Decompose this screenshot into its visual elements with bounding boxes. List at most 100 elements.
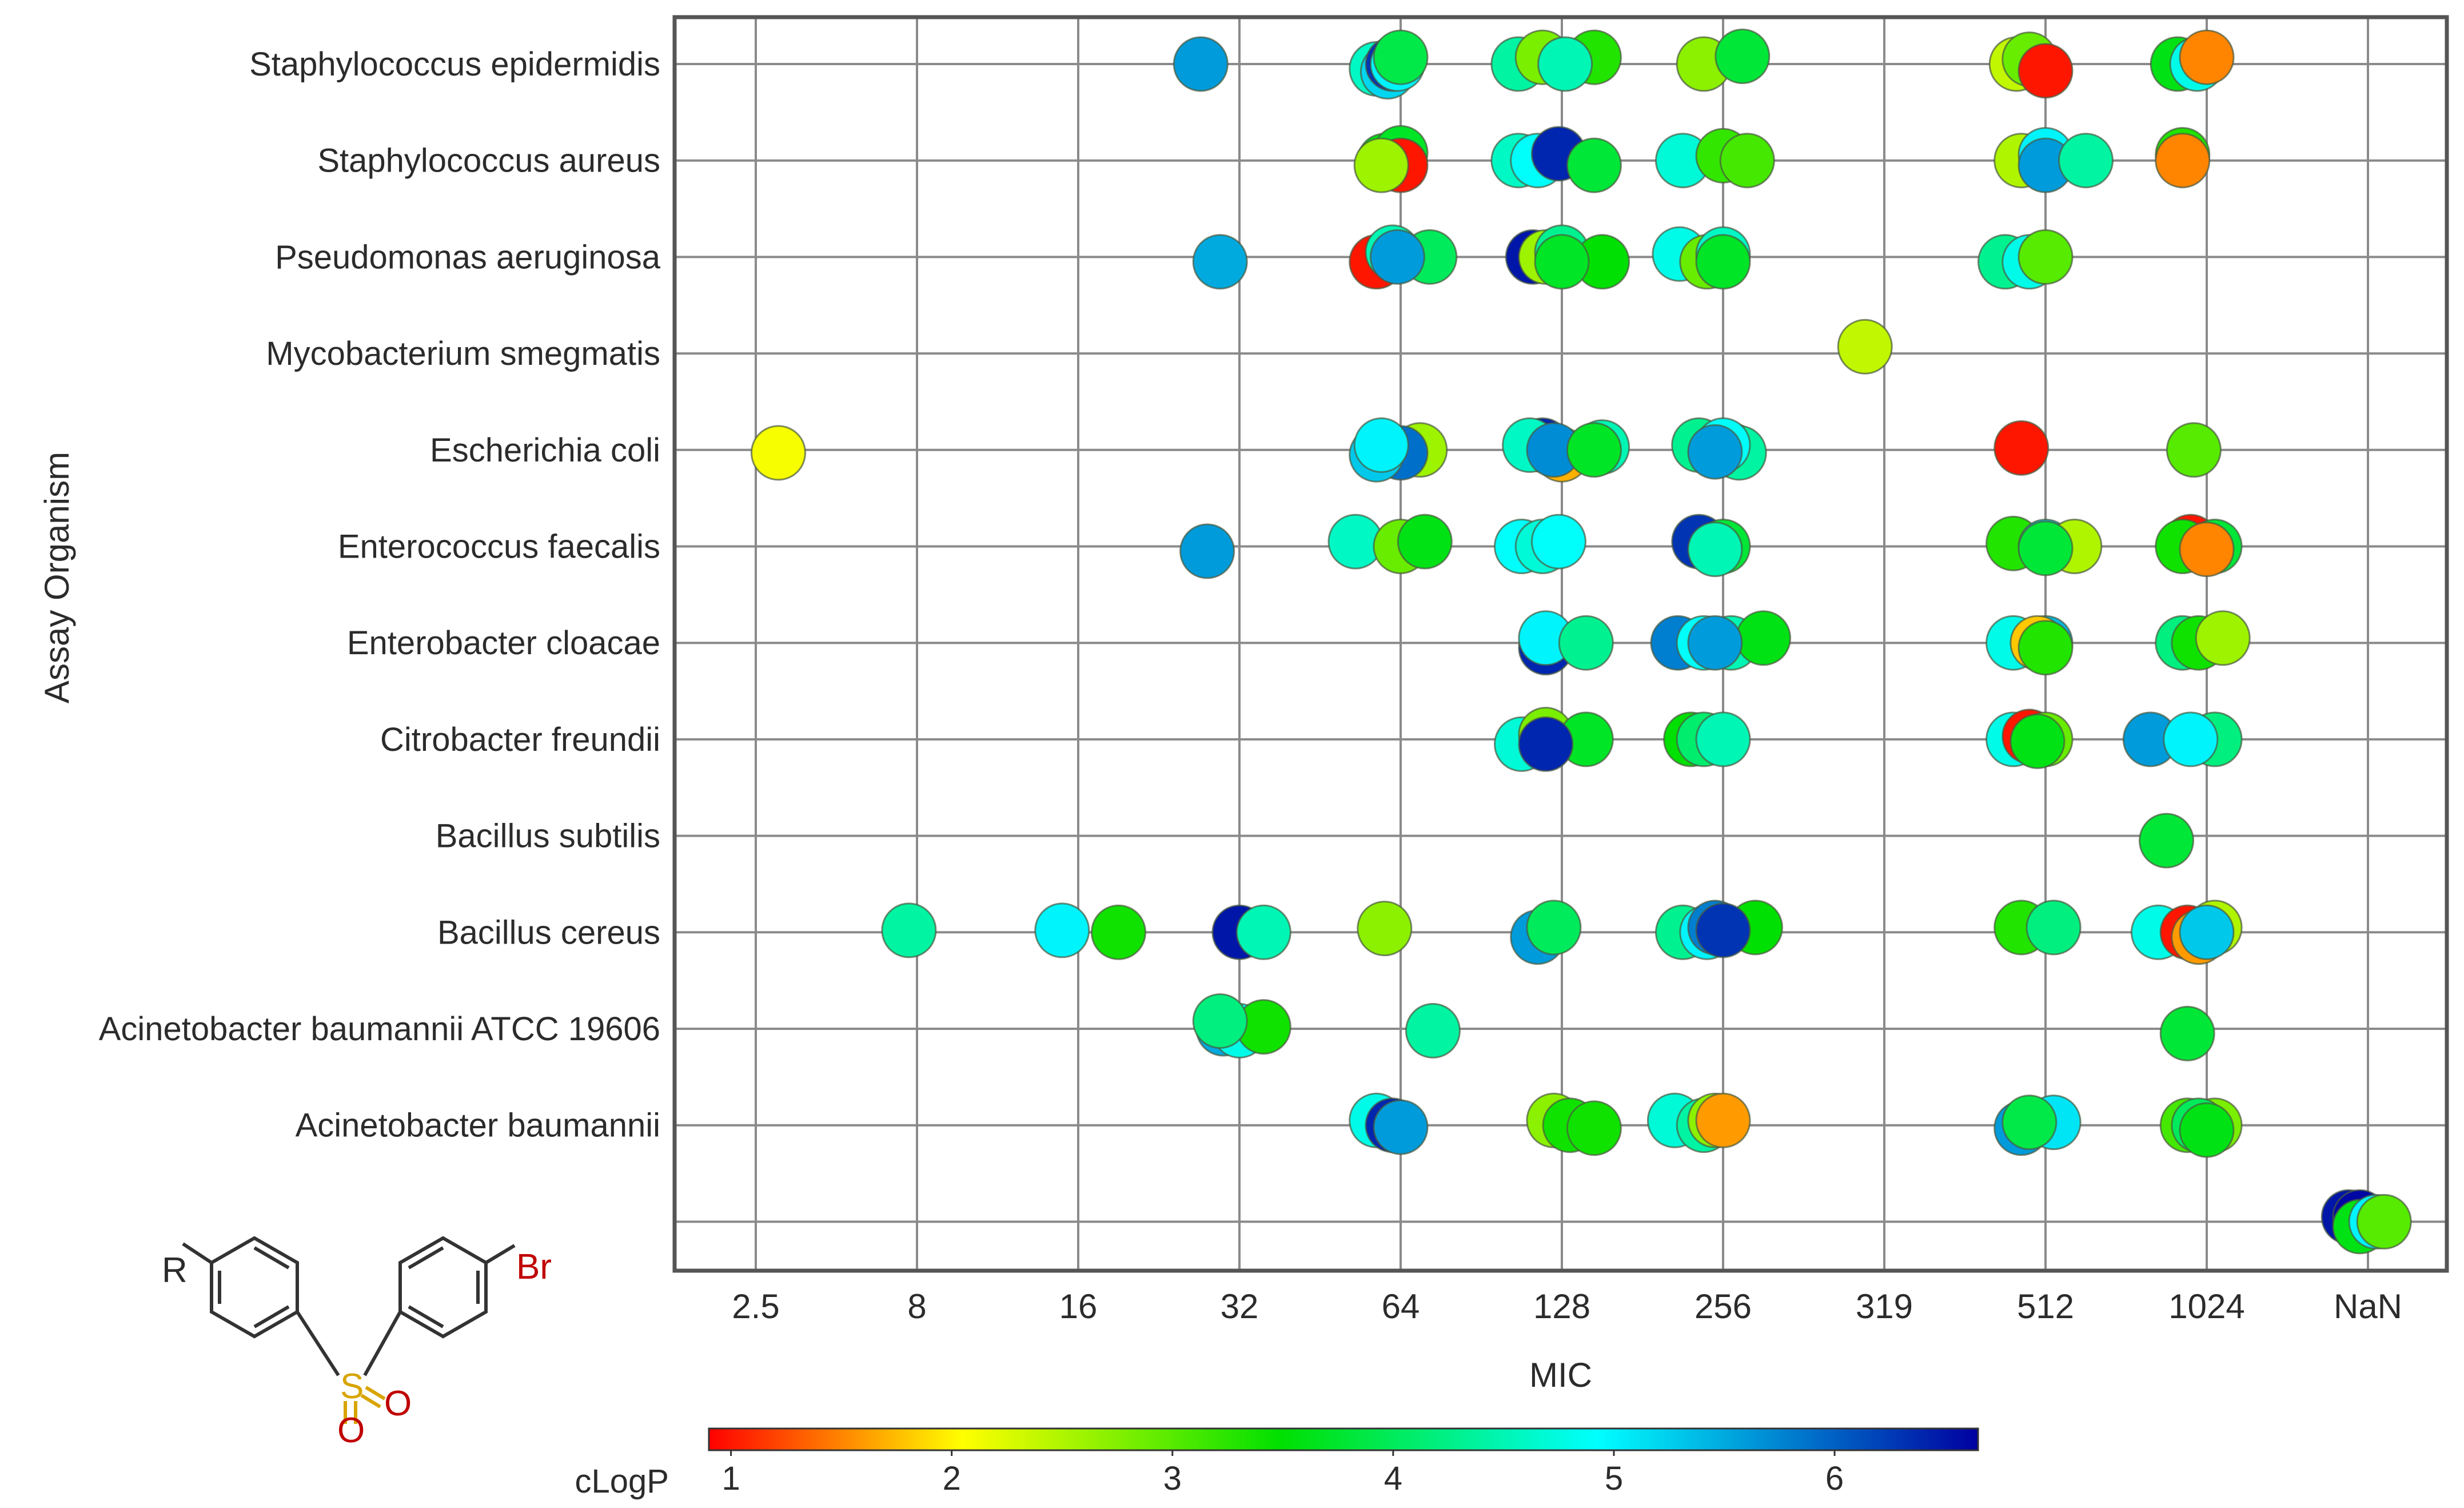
data-point — [1353, 417, 1409, 473]
data-point — [1357, 901, 1413, 957]
so-double-bond-right — [365, 1386, 386, 1400]
data-point — [2010, 713, 2066, 769]
data-point — [1566, 422, 1622, 478]
structure-o2-label: O — [384, 1384, 412, 1423]
data-point — [1091, 904, 1146, 960]
data-point — [1405, 1002, 1461, 1059]
data-point — [1034, 902, 1090, 958]
y-tick-label: Acinetobacter baumannii ATCC 19606 — [99, 1010, 660, 1048]
data-point — [1518, 716, 1574, 772]
x-axis-title: MIC — [1529, 1356, 1592, 1394]
data-point — [2163, 711, 2219, 767]
data-point — [1715, 29, 1771, 84]
data-point — [1736, 610, 1791, 666]
data-point — [2166, 422, 2222, 478]
series-group — [1192, 993, 2215, 1061]
series-group — [1179, 514, 2243, 579]
data-point — [2058, 133, 2114, 189]
data-point — [2179, 904, 2235, 960]
data-point — [1566, 137, 1622, 193]
x-tick-label: 1024 — [2168, 1287, 2244, 1326]
x-tick-label: 512 — [2017, 1287, 2074, 1326]
data-point — [1695, 1092, 1751, 1148]
data-point — [2026, 900, 2082, 956]
data-point — [1373, 1099, 1429, 1155]
series-group — [1173, 29, 2235, 100]
data-point — [2179, 522, 2235, 578]
y-tick-label: Staphylococcus epidermidis — [249, 46, 660, 83]
data-point — [1537, 36, 1593, 92]
data-point — [1695, 902, 1751, 958]
data-point — [2139, 813, 2194, 869]
x-tick-label: 16 — [1059, 1287, 1098, 1326]
data-point — [2179, 29, 2235, 85]
y-tick-label: Enterococcus faecalis — [338, 528, 660, 566]
series-group — [2139, 813, 2194, 869]
data-point — [1397, 514, 1453, 570]
colorbar-tick-label: 2 — [943, 1460, 961, 1497]
series-group — [1349, 1092, 2243, 1158]
series-group — [1192, 224, 2074, 290]
data-point — [1695, 234, 1751, 290]
y-tick-label: Bacillus cereus — [437, 914, 660, 951]
y-tick-label: Staphylococcus aureus — [317, 142, 660, 180]
sulfur-bond-right — [363, 1311, 402, 1376]
data-point — [1566, 1100, 1622, 1156]
data-point — [2018, 520, 2074, 576]
data-point — [1558, 615, 1614, 671]
colorbar-tick-label: 1 — [721, 1460, 740, 1497]
series-group — [1837, 319, 1893, 375]
data-point — [1687, 522, 1743, 578]
plot-area: Staphylococcus epidermidis Staphylococcus… — [38, 15, 2449, 1500]
data-point — [1837, 319, 1893, 375]
series-group — [1518, 610, 2251, 676]
x-tick-label: 2.5 — [732, 1287, 779, 1326]
x-tick-label: 32 — [1221, 1287, 1259, 1326]
y-tick-label: Bacillus subtilis — [436, 818, 660, 855]
x-tick-label: 8 — [907, 1287, 926, 1326]
x-tick-label: NaN — [2334, 1287, 2402, 1326]
colorbar-tick-label: 3 — [1163, 1460, 1182, 1497]
series-group — [881, 900, 2243, 965]
x-tick-label: 319 — [1856, 1287, 1913, 1326]
structure-s-label: S — [340, 1367, 364, 1406]
y-axis-title: Assay Organism — [38, 452, 76, 703]
data-point — [1192, 234, 1248, 290]
data-point — [751, 425, 806, 481]
y-tick-label: Mycobacterium smegmatis — [266, 335, 660, 372]
phenyl-ring-right — [398, 1236, 488, 1339]
sulfur-bond-left — [296, 1311, 340, 1376]
series-group — [751, 417, 2222, 483]
structure-r-label: R — [162, 1251, 188, 1290]
data-point — [2155, 133, 2211, 189]
plot-frame — [672, 15, 2449, 1273]
data-point — [1526, 900, 1582, 956]
data-point — [2159, 1005, 2215, 1061]
phenyl-ring-right-bond — [408, 1246, 444, 1270]
data-point — [1369, 229, 1425, 285]
phenyl-ring-left — [210, 1236, 299, 1339]
data-point — [2356, 1193, 2412, 1250]
data-point — [1353, 137, 1409, 193]
phenyl-ring-left-bond — [253, 1305, 290, 1328]
y-tick-label: Citrobacter freundii — [380, 721, 660, 758]
data-point — [1687, 615, 1743, 671]
series-group — [2321, 1189, 2412, 1255]
colorbar-tick-label: 6 — [1825, 1460, 1844, 1497]
data-point — [2195, 610, 2251, 666]
data-point — [1173, 36, 1229, 92]
br-bond — [485, 1244, 516, 1264]
r-bond — [182, 1242, 213, 1264]
x-tick-label: 128 — [1533, 1287, 1590, 1326]
data-point — [1687, 424, 1743, 480]
data-point — [2018, 229, 2074, 285]
series-group — [1353, 125, 2211, 193]
y-tick-label: Acinetobacter baumannii — [296, 1107, 660, 1144]
data-point — [1534, 234, 1590, 290]
data-point — [1993, 420, 2050, 476]
colorbar-tick-label: 5 — [1605, 1460, 1623, 1497]
so-double-bond-right — [360, 1394, 381, 1408]
phenyl-ring-right-bond — [408, 1305, 444, 1328]
phenyl-ring-left-bond — [253, 1246, 290, 1270]
data-point — [2018, 43, 2074, 99]
